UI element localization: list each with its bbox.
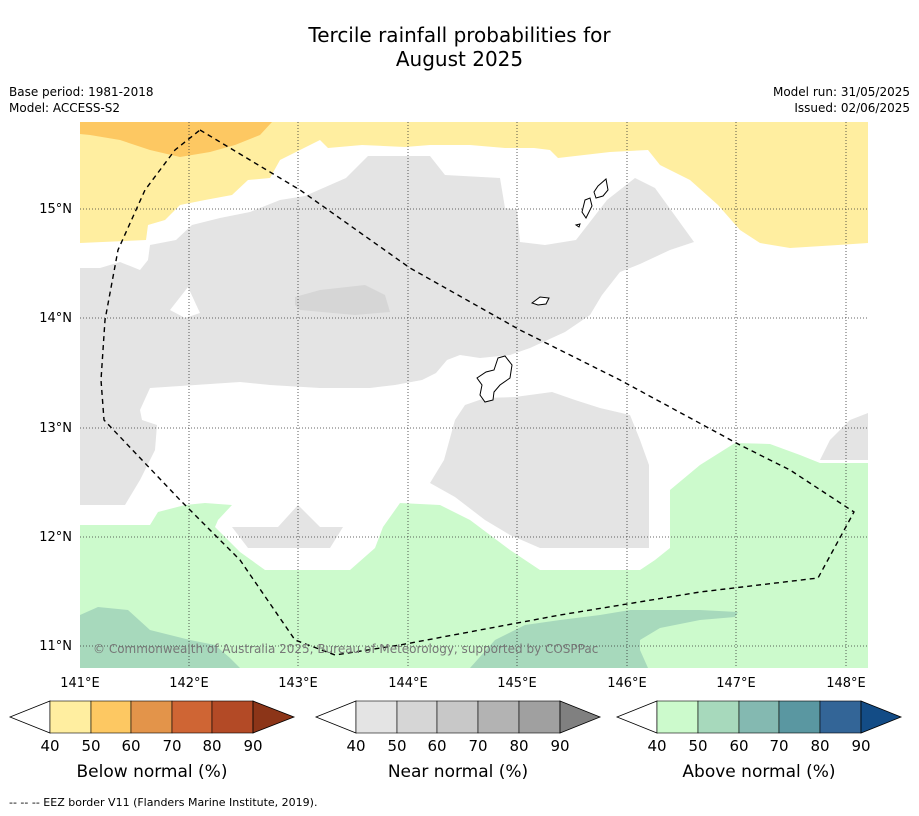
lon-label-141: 141°E [60, 676, 100, 691]
above-cbar-max-extension [860, 700, 903, 734]
lon-label-147: 147°E [716, 676, 756, 691]
above-cbar-tick-40: 40 [647, 737, 666, 755]
eez-border [100, 129, 855, 656]
below-normal-50-60-region [80, 122, 272, 157]
lat-label-12: 12°N [39, 530, 72, 545]
lon-label-145: 145°E [497, 676, 537, 691]
map-title-line1: Tercile rainfall probabilities for [308, 23, 611, 47]
below-cbar-tick-80: 80 [202, 737, 221, 755]
lat-label-11: 11°N [39, 639, 72, 654]
metadata-left: Base period: 1981-2018 Model: ACCESS-S2 [9, 84, 154, 116]
metadata-right: Model run: 31/05/2025 Issued: 02/06/2025 [773, 84, 910, 116]
below-cbar-swatch-2 [90, 700, 132, 734]
longitude-labels: 141°E 142°E 143°E 144°E 145°E 146°E 147°… [60, 676, 866, 691]
near-cbar-tick-60: 60 [427, 737, 446, 755]
near-cbar-swatch-5 [518, 700, 561, 734]
near-cbar-tick-40: 40 [346, 737, 365, 755]
near-cbar-tick-70: 70 [468, 737, 487, 755]
near-cbar-swatch-3 [436, 700, 479, 734]
copyright-text: © Commonwealth of Australia 2025, Bureau… [93, 642, 598, 656]
low-confidence-hole [170, 287, 200, 318]
island-outlines [476, 178, 609, 403]
colorbar-above-normal: 40 50 60 70 80 90 [615, 700, 903, 755]
near-normal-legend-title: Near normal (%) [387, 762, 529, 782]
below-cbar-swatch-5 [211, 700, 254, 734]
below-cbar-swatch-3 [130, 700, 173, 734]
near-normal-40-50-region [80, 156, 694, 505]
colorbar-near-normal: 40 50 60 70 80 90 [314, 700, 602, 755]
base-period-text: Base period: 1981-2018 [9, 85, 154, 99]
near-cbar-tick-50: 50 [387, 737, 406, 755]
near-normal-40-50-region-east [430, 392, 649, 548]
near-cbar-min-extension [314, 700, 357, 734]
lat-label-14: 14°N [39, 311, 72, 326]
above-normal-50-60-region-east [470, 610, 738, 668]
lon-label-146: 146°E [607, 676, 647, 691]
lon-label-148: 148°E [826, 676, 866, 691]
model-text: Model: ACCESS-S2 [9, 101, 121, 115]
lon-label-144: 144°E [388, 676, 428, 691]
near-cbar-tick-80: 80 [509, 737, 528, 755]
near-normal-50-60-region [295, 285, 390, 315]
colorbar-below-normal: 40 50 60 70 80 90 [8, 700, 296, 755]
above-cbar-tick-80: 80 [810, 737, 829, 755]
below-cbar-tick-90: 90 [243, 737, 262, 755]
above-normal-legend-title: Above normal (%) [682, 762, 836, 782]
near-cbar-swatch-4 [477, 700, 520, 734]
near-cbar-max-extension [559, 700, 602, 734]
guam-island [476, 355, 513, 403]
above-cbar-tick-60: 60 [729, 737, 748, 755]
lon-label-142: 142°E [169, 676, 209, 691]
lat-label-13: 13°N [39, 421, 72, 436]
near-normal-40-50-region-south [232, 505, 343, 548]
map-title-line2: August 2025 [395, 47, 524, 71]
lat-label-15: 15°N [39, 202, 72, 217]
above-cbar-swatch-2 [697, 700, 740, 734]
near-cbar-tick-90: 90 [550, 737, 569, 755]
above-cbar-tick-70: 70 [769, 737, 788, 755]
aguijan-island [574, 223, 581, 228]
below-cbar-min-extension [8, 700, 51, 734]
near-cbar-swatch-1 [355, 700, 398, 734]
below-cbar-tick-50: 50 [81, 737, 100, 755]
above-cbar-tick-50: 50 [688, 737, 707, 755]
saipan-island [593, 178, 609, 199]
latitude-labels: 15°N 14°N 13°N 12°N 11°N [39, 202, 72, 654]
rota-island [530, 296, 550, 306]
below-normal-legend-title: Below normal (%) [76, 762, 228, 782]
model-run-text: Model run: 31/05/2025 [772, 85, 910, 99]
below-cbar-max-extension [252, 700, 296, 734]
map-gridlines [80, 122, 868, 668]
above-cbar-min-extension [615, 700, 658, 734]
above-cbar-swatch-4 [778, 700, 821, 734]
below-cbar-swatch-1 [49, 700, 92, 734]
lon-label-143: 143°E [278, 676, 318, 691]
tinian-island [581, 197, 593, 219]
below-normal-40-50-region [80, 122, 868, 248]
above-cbar-tick-90: 90 [851, 737, 870, 755]
above-cbar-swatch-5 [819, 700, 862, 734]
below-cbar-tick-70: 70 [162, 737, 181, 755]
map-plot-area: © Commonwealth of Australia 2025, Bureau… [80, 122, 868, 668]
above-normal-50-60-region-west [80, 607, 240, 668]
eez-footnote: -- -- -- EEZ border V11 (Flanders Marine… [9, 796, 318, 809]
below-cbar-swatch-4 [171, 700, 213, 734]
above-cbar-swatch-1 [656, 700, 699, 734]
issued-text: Issued: 02/06/2025 [794, 101, 910, 115]
near-normal-40-50-region-far-east [820, 413, 868, 460]
below-cbar-tick-40: 40 [40, 737, 59, 755]
near-cbar-swatch-2 [396, 700, 438, 734]
below-cbar-tick-60: 60 [121, 737, 140, 755]
above-cbar-swatch-3 [738, 700, 780, 734]
